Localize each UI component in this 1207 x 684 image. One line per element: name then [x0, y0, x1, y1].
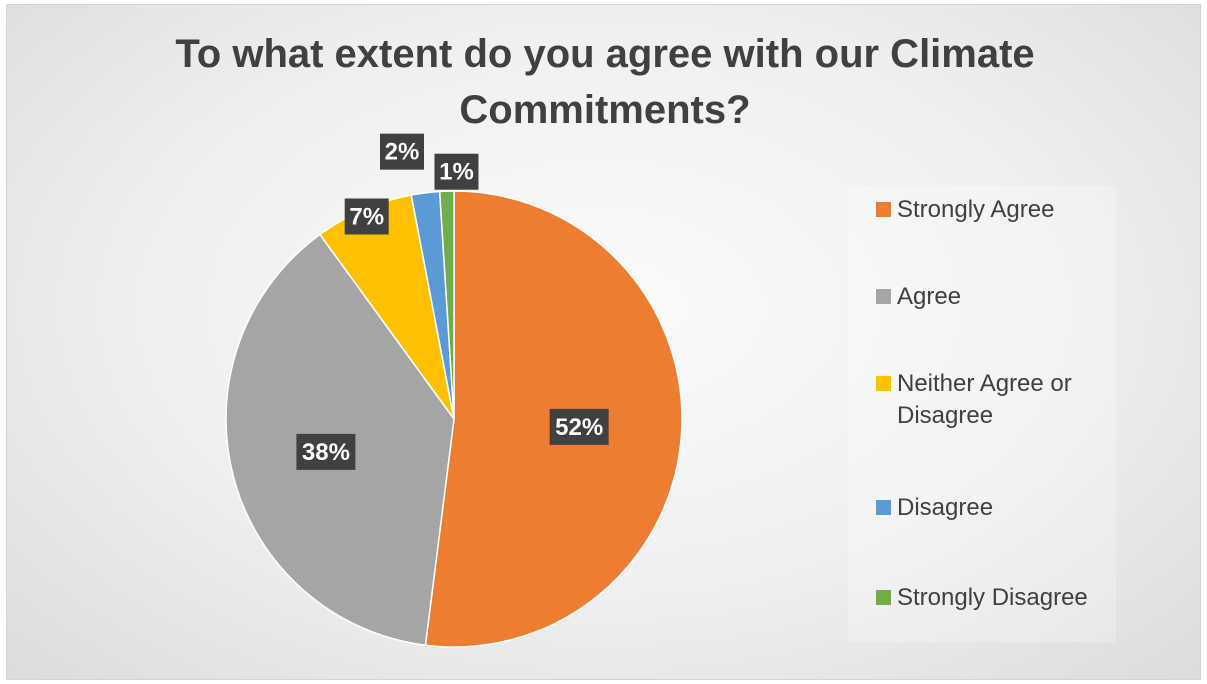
data-label-text: 2% — [385, 139, 420, 166]
data-label-strongly-agree: 52% — [549, 408, 609, 445]
legend: Strongly Agree Agree Neither Agree or Di… — [848, 186, 1116, 642]
legend-item-agree: Agree — [876, 281, 1117, 313]
legend-swatch — [876, 376, 891, 391]
legend-label: Neither Agree or Disagree — [897, 370, 1072, 429]
legend-item-strongly-disagree: Strongly Disagree — [876, 582, 1117, 614]
legend-swatch — [876, 500, 891, 515]
pie-data-labels: 52% 38% 7% 2% 1% — [296, 133, 609, 470]
data-label-text: 7% — [349, 203, 384, 230]
legend-swatch — [876, 590, 891, 605]
data-label-neither: 7% — [344, 198, 389, 235]
legend-label: Disagree — [897, 494, 994, 521]
legend-item-neither: Neither Agree or Disagree — [876, 368, 1117, 432]
legend-swatch — [876, 289, 891, 304]
data-label-box — [296, 433, 356, 470]
data-label-agree: 38% — [296, 433, 356, 470]
legend-swatch — [876, 202, 891, 217]
data-label-box — [434, 153, 479, 190]
data-label-box — [379, 133, 424, 170]
data-label-text: 52% — [555, 414, 603, 441]
data-label-text: 1% — [439, 159, 474, 186]
pie-slice-strongly-disagree — [438, 190, 455, 420]
data-label-box — [344, 198, 389, 235]
legend-item-disagree: Disagree — [876, 492, 1117, 524]
legend-item-strongly-agree: Strongly Agree — [876, 194, 1117, 226]
chart-title: To what extent do you agree with our Cli… — [175, 32, 1035, 132]
data-label-disagree: 2% — [379, 133, 424, 170]
data-label-strongly-disagree: 1% — [434, 153, 479, 190]
data-label-box — [549, 408, 609, 445]
legend-label: Agree — [897, 283, 962, 310]
legend-label: Strongly Disagree — [897, 584, 1088, 611]
legend-label: Strongly Agree — [897, 196, 1055, 223]
pie-slices — [225, 190, 683, 648]
data-label-text: 38% — [302, 439, 350, 466]
